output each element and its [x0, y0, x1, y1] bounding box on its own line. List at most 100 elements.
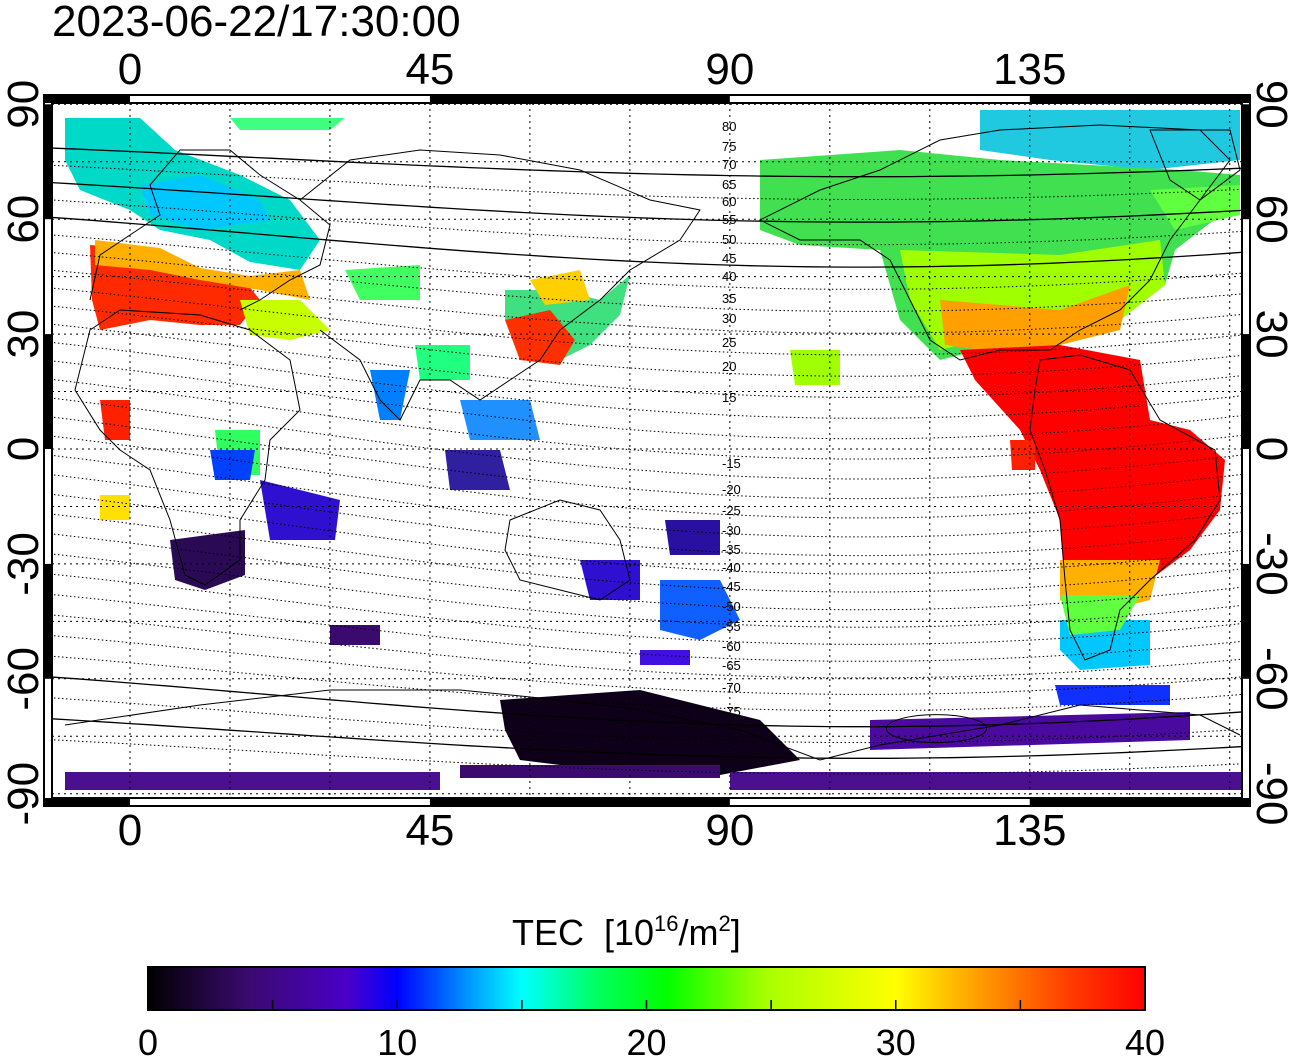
contour-line — [52, 593, 1242, 662]
tec-patch-antarctica-edge — [460, 765, 720, 778]
contour-label: -35 — [722, 542, 741, 557]
frame-bar-left — [44, 104, 52, 220]
tec-patch-middle-east — [240, 300, 330, 340]
contour-line — [52, 697, 1242, 744]
x-tick-bottom-label: 135 — [993, 806, 1066, 855]
tec-patch-south-america — [960, 345, 1225, 600]
tec-patch-south-band-east — [730, 772, 1242, 790]
contour-label: -75 — [722, 704, 741, 719]
y-tick-right-label: -60 — [1247, 647, 1294, 711]
tec-patch-korea — [530, 270, 590, 305]
tec-patch-se-asia — [415, 345, 470, 380]
tec-patch-south-band — [65, 772, 440, 790]
tec-patch-indonesia — [445, 450, 510, 490]
x-axis-top-ticks: 04590135180-135-90-45 — [118, 45, 1294, 94]
contour-label: 35 — [722, 291, 736, 306]
tec-patch-gulf-guinea — [100, 495, 130, 520]
y-tick-right-label: 30 — [1247, 310, 1294, 359]
y-tick-left-label: 90 — [0, 80, 48, 129]
frame-bar-right — [1242, 334, 1250, 449]
contour-line — [52, 269, 1242, 334]
colorbar-tick-label: 10 — [377, 1022, 417, 1057]
coastline-south-america — [1029, 354, 1221, 661]
coastline-asia — [299, 149, 701, 421]
frame-bar-left — [44, 334, 52, 449]
y-tick-right-label: 0 — [1247, 437, 1294, 461]
map-grid — [52, 103, 1242, 798]
x-tick-top-label: 135 — [993, 45, 1066, 94]
y-tick-left-label: 60 — [0, 195, 48, 244]
frame-bar-bottom — [44, 798, 130, 806]
x-tick-bottom-label: 45 — [405, 806, 454, 855]
contour-label: 20 — [722, 359, 736, 374]
contour-label: -40 — [722, 560, 741, 575]
contour-labels: 80 75 70 65 60 55 50 45 40 35 30 25 20 15 -15 -20 -25 -30… — [722, 119, 741, 719]
x-axis-bottom-ticks: 04590135180-135-90-45 — [118, 806, 1294, 855]
contour-line — [52, 614, 1242, 679]
colorbar-title: TEC [1016/m2] — [512, 911, 741, 953]
contour-label: -55 — [722, 619, 741, 634]
tec-patch-central-asia — [345, 265, 420, 300]
contour-label: -65 — [722, 658, 741, 673]
colorbar-tick-label: 40 — [1125, 1022, 1165, 1057]
colorbar-tick-label: 30 — [876, 1022, 916, 1057]
y-tick-left-label: -30 — [0, 532, 48, 596]
frame-bar-top — [1029, 95, 1250, 103]
x-tick-top-label: 90 — [705, 45, 754, 94]
tec-patch-antarctica-east — [500, 690, 800, 775]
timestamp-title: 2023-06-22/17:30:00 — [52, 0, 461, 46]
frame-bar-right — [1242, 104, 1250, 220]
tec-patch-indian-ocean-south — [330, 625, 380, 645]
contour-label: 75 — [722, 139, 736, 154]
contour-line — [52, 234, 1242, 290]
tec-patch-australia-east — [580, 560, 640, 600]
y-tick-left-label: 30 — [0, 310, 48, 359]
coastlines — [64, 124, 1241, 761]
contour-line — [52, 718, 1242, 759]
tec-data-layer — [65, 110, 1242, 790]
x-tick-bottom-label: 90 — [705, 806, 754, 855]
y-tick-left-label: -60 — [0, 647, 48, 711]
contour-label: 30 — [722, 311, 736, 326]
frame-bar-bottom — [1029, 798, 1250, 806]
tec-patch-na-south — [940, 285, 1130, 350]
axis-frame-bars — [44, 95, 1250, 806]
tec-patch-drake — [1055, 685, 1170, 705]
contour-label: 40 — [722, 269, 736, 284]
contour-line — [52, 287, 1242, 356]
contour-label: -60 — [722, 639, 741, 654]
frame-bar-right — [1242, 563, 1250, 679]
frame-bar-left — [44, 563, 52, 679]
y-axis-right-ticks: 90 60 30 0 -30 -60 -90 — [1247, 80, 1294, 826]
y-tick-right-label: 90 — [1247, 80, 1294, 129]
x-tick-top-label: 180 — [1293, 45, 1294, 94]
contour-line — [52, 181, 1242, 223]
contour-label: 70 — [722, 157, 736, 172]
tec-patch-east-china — [505, 310, 575, 365]
tec-patch-south-pacific-blue — [640, 650, 690, 665]
coastline-europe — [89, 149, 331, 311]
y-tick-right-label: -30 — [1247, 532, 1294, 596]
tec-patch-antarctic-peninsula — [870, 712, 1190, 750]
frame-bar-bottom — [429, 798, 730, 806]
contour-label: 60 — [722, 194, 736, 209]
x-tick-bottom-label: 180 — [1293, 806, 1294, 855]
contour-label: -70 — [722, 680, 741, 695]
contour-label: -20 — [722, 482, 741, 497]
contour-label: -30 — [722, 523, 741, 538]
y-tick-left-label: -90 — [0, 762, 48, 826]
tec-patch-west-africa — [100, 400, 130, 440]
contour-line — [52, 147, 1242, 178]
tec-patch-madagascar — [260, 480, 340, 540]
colorbar-ticks: 0 10 20 30 40 — [138, 1000, 1165, 1057]
contour-label: 15 — [722, 390, 736, 405]
contour-label: 65 — [722, 177, 736, 192]
x-tick-top-label: 0 — [118, 45, 142, 94]
contour-label: -50 — [722, 599, 741, 614]
tec-patch-pacific-island — [790, 350, 840, 385]
tec-patch-southern-africa — [170, 530, 245, 590]
colorbar-tick-label: 20 — [626, 1022, 666, 1057]
coastline-greenland — [1149, 129, 1241, 201]
x-tick-top-label: 45 — [405, 45, 454, 94]
